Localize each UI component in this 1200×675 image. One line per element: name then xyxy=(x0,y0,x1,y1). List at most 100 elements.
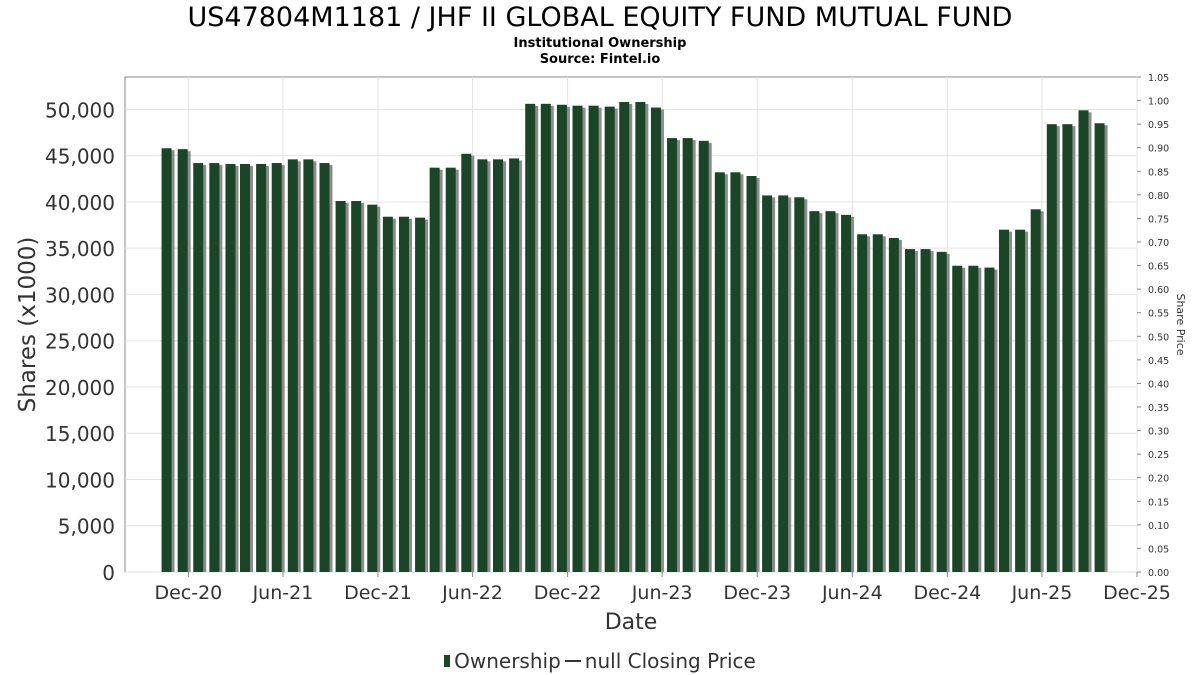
ownership-bar xyxy=(303,159,314,572)
ownership-bar xyxy=(256,163,267,572)
ownership-bar xyxy=(650,107,661,572)
ownership-bar xyxy=(556,104,567,572)
ownership-bar xyxy=(335,200,346,572)
y2-tick-label: 0.05 xyxy=(1148,544,1169,555)
x-tick-label: Jun-23 xyxy=(631,582,693,604)
ownership-bar xyxy=(714,172,725,572)
ownership-bar xyxy=(682,138,693,572)
ownership-bar xyxy=(588,105,599,572)
ownership-bar xyxy=(351,200,362,572)
ownership-bar xyxy=(857,234,868,572)
ownership-bar xyxy=(888,237,899,572)
ownership-bar xyxy=(398,216,409,573)
price-legend-label: null Closing Price xyxy=(584,648,756,673)
x-tick-label: Dec-20 xyxy=(154,582,222,604)
ownership-bar xyxy=(525,103,536,572)
x-tick-label: Jun-21 xyxy=(252,582,314,604)
ownership-bar xyxy=(872,234,883,572)
y-tick-label: 40,000 xyxy=(45,191,115,215)
ownership-bar xyxy=(604,106,615,572)
y2-tick-label: 0.20 xyxy=(1148,474,1169,485)
x-tick-label: Dec-25 xyxy=(1103,582,1171,604)
y2-tick-label: 0.00 xyxy=(1148,568,1169,579)
ownership-bar xyxy=(841,214,852,573)
y2-tick-label: 1.00 xyxy=(1148,97,1169,108)
ownership-bar xyxy=(619,101,630,572)
y2-tick-label: 0.90 xyxy=(1148,144,1169,155)
ownership-bar xyxy=(698,140,709,572)
y2-tick-label: 0.45 xyxy=(1148,356,1169,367)
y2-tick-label: 0.80 xyxy=(1148,191,1169,202)
ownership-bar xyxy=(319,163,330,572)
ownership-bar xyxy=(161,148,172,573)
ownership-bar xyxy=(1046,124,1057,572)
ownership-bar xyxy=(920,249,931,573)
x-tick-label: Jun-25 xyxy=(1011,582,1073,604)
ownership-bar xyxy=(382,216,393,573)
ownership-bar xyxy=(477,159,488,572)
ownership-bar xyxy=(1030,209,1041,572)
ownership-bar xyxy=(635,101,646,572)
ownership-bar xyxy=(271,163,282,572)
ownership-bar xyxy=(572,105,583,572)
x-tick-label: Dec-24 xyxy=(913,582,981,604)
y2-axis-label: Share Price xyxy=(1174,293,1187,355)
x-axis-label: Date xyxy=(605,610,658,635)
ownership-bar xyxy=(984,267,995,572)
chart-title: US47804M1181 / JHF II GLOBAL EQUITY FUND… xyxy=(187,2,1013,33)
chart-subtitle: Institutional Ownership xyxy=(513,36,687,51)
ownership-bar xyxy=(177,149,188,573)
y-tick-label: 5,000 xyxy=(58,515,115,539)
ownership-bar xyxy=(1062,124,1073,572)
y2-tick-label: 1.05 xyxy=(1148,73,1169,84)
ownership-bar xyxy=(904,249,915,573)
ownership-bar xyxy=(209,163,220,572)
y-tick-label: 0 xyxy=(102,561,115,585)
ownership-bar xyxy=(746,176,757,572)
ownership-legend-label: Ownership xyxy=(454,648,561,673)
y-tick-label: 35,000 xyxy=(45,237,115,261)
ownership-bar xyxy=(493,159,504,572)
ownership-bar xyxy=(367,204,378,572)
y2-tick-label: 0.15 xyxy=(1148,497,1169,508)
ownership-bar xyxy=(952,265,963,572)
y2-tick-label: 0.30 xyxy=(1148,427,1169,438)
chart-source: Source: Fintel.io xyxy=(539,52,661,67)
ownership-bar xyxy=(240,163,251,572)
ownership-bar xyxy=(287,159,298,572)
x-tick-label: Dec-21 xyxy=(344,582,412,604)
y-axis-label: Shares (x1000) xyxy=(15,237,41,413)
y-tick-label: 30,000 xyxy=(45,283,115,307)
ownership-bar xyxy=(968,265,979,572)
y-tick-label: 50,000 xyxy=(45,98,115,122)
ownership-bar xyxy=(445,167,456,572)
y2-tick-label: 0.10 xyxy=(1148,521,1169,532)
y2-tick-label: 0.75 xyxy=(1148,214,1169,225)
ownership-bar xyxy=(825,211,836,572)
y2-tick-label: 0.35 xyxy=(1148,403,1169,414)
x-tick-label: Dec-23 xyxy=(723,582,791,604)
y-tick-label: 20,000 xyxy=(45,376,115,400)
ownership-bar xyxy=(509,158,520,572)
price-legend-line xyxy=(564,659,581,662)
ownership-bar xyxy=(1015,229,1026,572)
ownership-bar xyxy=(193,163,204,572)
ownership-bar xyxy=(415,217,426,573)
y2-tick-label: 0.60 xyxy=(1148,285,1169,296)
y2-tick-label: 0.55 xyxy=(1148,309,1169,320)
ownership-bar xyxy=(461,153,472,573)
ownership-bar xyxy=(778,195,789,572)
ownership-bar xyxy=(225,163,236,572)
y2-tick-label: 0.25 xyxy=(1148,450,1169,461)
y2-tick-label: 0.50 xyxy=(1148,332,1169,343)
y2-tick-label: 0.95 xyxy=(1148,120,1169,131)
ownership-bar xyxy=(540,103,551,572)
y-tick-label: 10,000 xyxy=(45,468,115,492)
y2-tick-label: 0.65 xyxy=(1148,262,1169,273)
ownership-bar xyxy=(1094,123,1105,572)
ownership-bar xyxy=(762,195,773,572)
ownership-bar xyxy=(667,138,678,572)
ownership-bar xyxy=(999,229,1010,572)
y2-tick-label: 0.40 xyxy=(1148,379,1169,390)
